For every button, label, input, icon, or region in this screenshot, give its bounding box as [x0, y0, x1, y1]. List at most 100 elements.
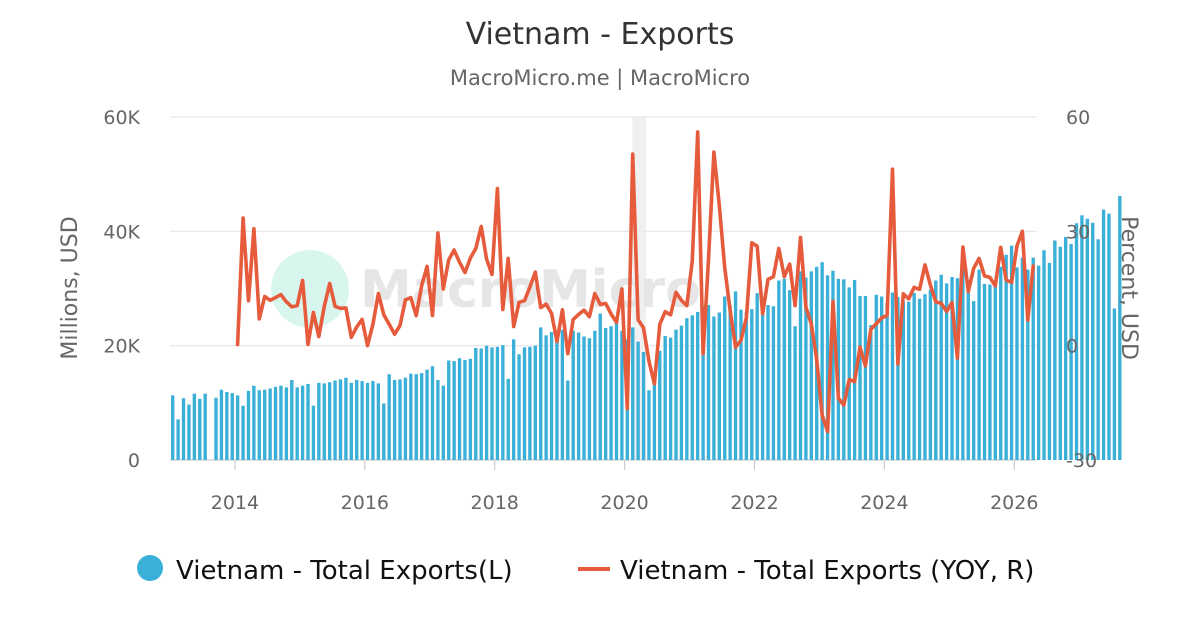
bar[interactable]	[555, 338, 559, 460]
bar[interactable]	[338, 379, 343, 460]
bar[interactable]	[376, 383, 381, 460]
bar[interactable]	[701, 305, 705, 460]
bar[interactable]	[322, 383, 326, 460]
bar[interactable]	[1091, 222, 1095, 460]
bar[interactable]	[793, 326, 797, 460]
bar[interactable]	[484, 345, 489, 460]
bar[interactable]	[901, 301, 906, 460]
bar[interactable]	[993, 280, 998, 460]
bar[interactable]	[658, 350, 662, 460]
bar[interactable]	[1096, 239, 1100, 460]
bar[interactable]	[371, 381, 375, 460]
bar[interactable]	[349, 382, 353, 460]
bar[interactable]	[268, 388, 272, 460]
bar[interactable]	[1042, 250, 1046, 460]
bar[interactable]	[1118, 195, 1122, 460]
bar[interactable]	[820, 262, 824, 460]
bar[interactable]	[766, 305, 770, 460]
bar[interactable]	[398, 379, 402, 460]
bar[interactable]	[955, 278, 960, 460]
bar[interactable]	[241, 405, 245, 460]
bar[interactable]	[879, 296, 884, 460]
bar[interactable]	[511, 339, 516, 460]
bar[interactable]	[576, 332, 581, 460]
bar[interactable]	[344, 377, 348, 460]
bar[interactable]	[171, 395, 175, 460]
bar[interactable]	[907, 301, 911, 460]
bar[interactable]	[311, 405, 316, 460]
bar[interactable]	[1112, 308, 1117, 460]
bar[interactable]	[685, 318, 689, 460]
bar[interactable]	[885, 302, 889, 460]
bar[interactable]	[842, 279, 846, 460]
bar[interactable]	[988, 284, 992, 460]
bar[interactable]	[533, 345, 537, 460]
bar[interactable]	[728, 305, 732, 460]
bar[interactable]	[934, 280, 938, 460]
bar[interactable]	[863, 295, 868, 460]
bar[interactable]	[403, 377, 408, 460]
bar[interactable]	[950, 277, 954, 460]
bar[interactable]	[203, 393, 207, 460]
bar[interactable]	[712, 316, 716, 460]
bar[interactable]	[782, 278, 786, 460]
bar[interactable]	[317, 382, 321, 460]
bar[interactable]	[436, 379, 440, 460]
bar[interactable]	[279, 385, 283, 460]
bar[interactable]	[593, 330, 597, 460]
bar[interactable]	[506, 378, 510, 460]
bar[interactable]	[414, 374, 418, 460]
bar[interactable]	[923, 294, 927, 460]
bar[interactable]	[582, 336, 586, 460]
bar[interactable]	[539, 327, 543, 460]
bar[interactable]	[798, 271, 803, 460]
bar[interactable]	[603, 327, 608, 460]
bar[interactable]	[647, 390, 651, 460]
bar[interactable]	[544, 335, 548, 460]
bar[interactable]	[750, 309, 754, 460]
bar[interactable]	[522, 347, 527, 460]
bar[interactable]	[306, 383, 310, 460]
bar[interactable]	[501, 345, 505, 460]
bar[interactable]	[928, 289, 933, 460]
bar[interactable]	[674, 329, 678, 460]
bar[interactable]	[560, 329, 565, 460]
bar[interactable]	[874, 294, 878, 460]
bar[interactable]	[235, 395, 240, 460]
bar[interactable]	[495, 346, 500, 460]
bar[interactable]	[392, 379, 397, 460]
bar[interactable]	[1069, 243, 1073, 460]
bar[interactable]	[1009, 245, 1014, 460]
bar[interactable]	[825, 275, 830, 460]
bar[interactable]	[284, 387, 289, 460]
bar[interactable]	[966, 279, 970, 460]
bar[interactable]	[441, 385, 445, 460]
bar[interactable]	[490, 347, 494, 460]
bar[interactable]	[419, 373, 424, 460]
bar[interactable]	[1058, 246, 1062, 460]
bar[interactable]	[447, 360, 451, 460]
bar[interactable]	[468, 358, 473, 460]
bar[interactable]	[430, 366, 435, 460]
bar[interactable]	[1101, 209, 1106, 460]
bar[interactable]	[896, 297, 900, 460]
bar[interactable]	[187, 404, 191, 460]
bar[interactable]	[917, 298, 922, 460]
bar[interactable]	[300, 385, 305, 460]
bar[interactable]	[587, 338, 592, 460]
bar[interactable]	[777, 280, 781, 460]
bar[interactable]	[1031, 257, 1035, 460]
bar[interactable]	[847, 287, 851, 460]
bar[interactable]	[641, 351, 646, 460]
bar[interactable]	[744, 311, 749, 460]
bar[interactable]	[982, 283, 987, 460]
bar[interactable]	[723, 296, 727, 460]
bar[interactable]	[1085, 218, 1090, 460]
bar[interactable]	[717, 312, 721, 460]
bar[interactable]	[668, 337, 673, 460]
bar[interactable]	[181, 398, 186, 460]
bar[interactable]	[961, 262, 965, 460]
bar[interactable]	[257, 390, 261, 460]
bar[interactable]	[869, 325, 873, 460]
bar[interactable]	[1107, 213, 1111, 460]
